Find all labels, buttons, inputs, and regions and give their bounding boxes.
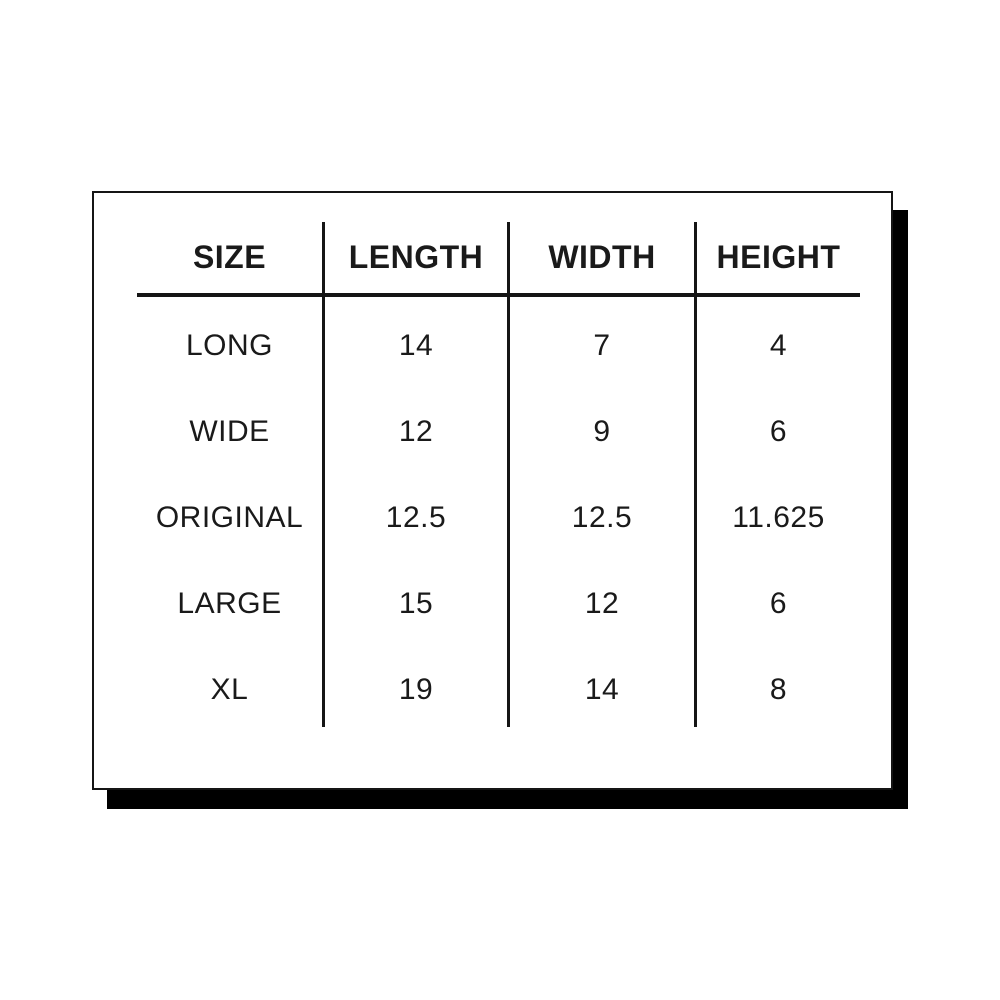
cell-long-width: 7	[510, 297, 697, 383]
cell-large-length: 15	[325, 555, 510, 641]
cell-wide-width: 9	[510, 383, 697, 469]
cell-xl-width: 14	[510, 641, 697, 727]
cell-original-height: 11.625	[732, 501, 825, 534]
cell-original-width: 12.5	[510, 469, 697, 555]
cell-large-width: 12	[510, 555, 697, 641]
size-chart-table: SIZE LENGTH WIDTH HEIGHT LONG 14 7 4 WID…	[137, 222, 860, 727]
cell-original-length: 12.5	[325, 469, 510, 555]
cell-large-height: 6	[769, 587, 788, 620]
cell-long-height: 4	[769, 329, 788, 362]
row-label-large: LARGE	[137, 555, 325, 641]
cell-xl-length: 19	[325, 641, 510, 727]
row-label-xl: XL	[137, 641, 325, 727]
row-label-wide: WIDE	[137, 383, 325, 469]
column-header-size: SIZE	[137, 222, 325, 297]
column-header-width: WIDTH	[510, 222, 697, 297]
row-label-long: LONG	[137, 297, 325, 383]
column-header-height: HEIGHT	[697, 222, 860, 297]
column-header-length: LENGTH	[325, 222, 510, 297]
cell-long-length: 14	[325, 297, 510, 383]
cell-wide-height: 6	[769, 415, 788, 448]
row-label-original: ORIGINAL	[137, 469, 325, 555]
cell-wide-length: 12	[325, 383, 510, 469]
size-chart-card: SIZE LENGTH WIDTH HEIGHT LONG 14 7 4 WID…	[92, 191, 893, 790]
cell-xl-height: 8	[769, 673, 788, 706]
